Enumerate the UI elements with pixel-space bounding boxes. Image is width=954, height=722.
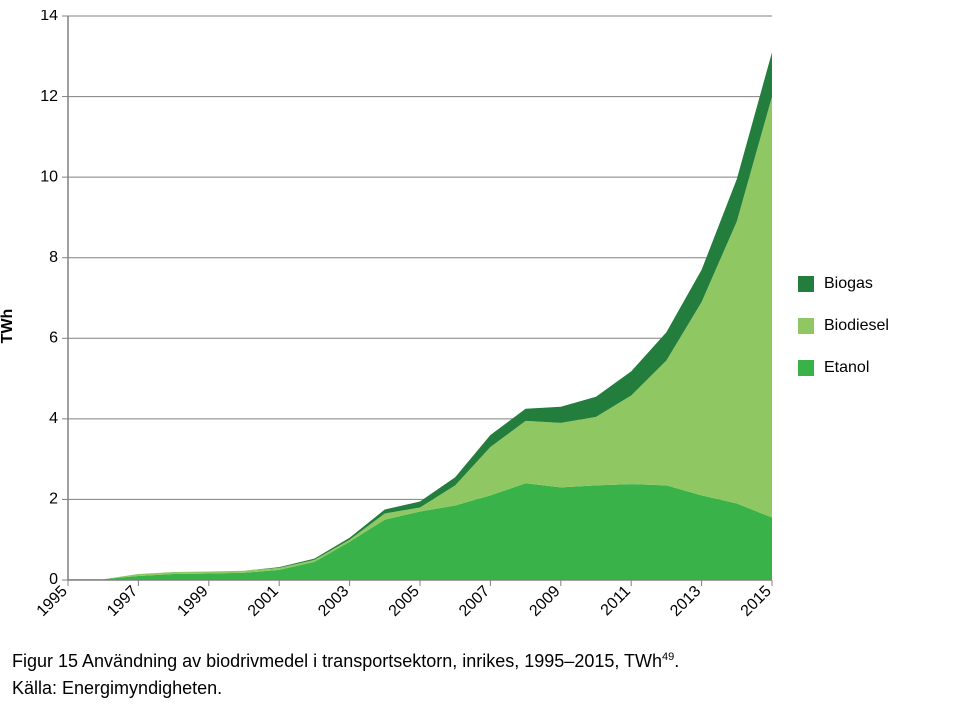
svg-text:2003: 2003 — [315, 583, 352, 620]
svg-text:2: 2 — [49, 491, 58, 508]
legend-swatch — [798, 360, 814, 376]
caption-text: Figur 15 Användning av biodrivmedel i tr… — [12, 651, 662, 671]
svg-text:2013: 2013 — [667, 583, 704, 620]
svg-text:2015: 2015 — [738, 583, 775, 620]
svg-text:1995: 1995 — [34, 583, 71, 620]
legend-item: Biogas — [798, 275, 936, 293]
svg-text:8: 8 — [49, 249, 58, 266]
legend-item: Etanol — [798, 359, 936, 377]
svg-text:10: 10 — [40, 168, 58, 185]
source-line: Källa: Energimyndigheten. — [12, 675, 936, 702]
stacked-area-chart: 0246810121419951997199920012003200520072… — [12, 10, 782, 642]
svg-text:2005: 2005 — [386, 583, 423, 620]
caption-suffix: . — [674, 651, 679, 671]
chart-area: TWh 024681012141995199719992001200320052… — [12, 10, 782, 642]
svg-text:1997: 1997 — [104, 583, 141, 620]
figure-caption: Figur 15 Användning av biodrivmedel i tr… — [12, 648, 936, 675]
legend: Biogas Biodiesel Etanol — [782, 10, 936, 642]
svg-text:6: 6 — [49, 330, 58, 347]
y-axis-label: TWh — [0, 309, 17, 344]
legend-label: Etanol — [824, 359, 869, 377]
svg-text:14: 14 — [40, 10, 58, 24]
svg-text:4: 4 — [49, 410, 58, 427]
svg-text:2007: 2007 — [456, 583, 493, 620]
legend-item: Biodiesel — [798, 317, 936, 335]
svg-text:2009: 2009 — [526, 583, 563, 620]
legend-swatch — [798, 318, 814, 334]
legend-label: Biogas — [824, 275, 873, 293]
svg-text:1999: 1999 — [174, 583, 211, 620]
svg-text:2001: 2001 — [245, 583, 282, 620]
svg-text:2011: 2011 — [598, 583, 634, 619]
svg-text:12: 12 — [40, 88, 58, 105]
legend-swatch — [798, 276, 814, 292]
footnote-ref: 49 — [662, 651, 674, 663]
legend-label: Biodiesel — [824, 317, 889, 335]
